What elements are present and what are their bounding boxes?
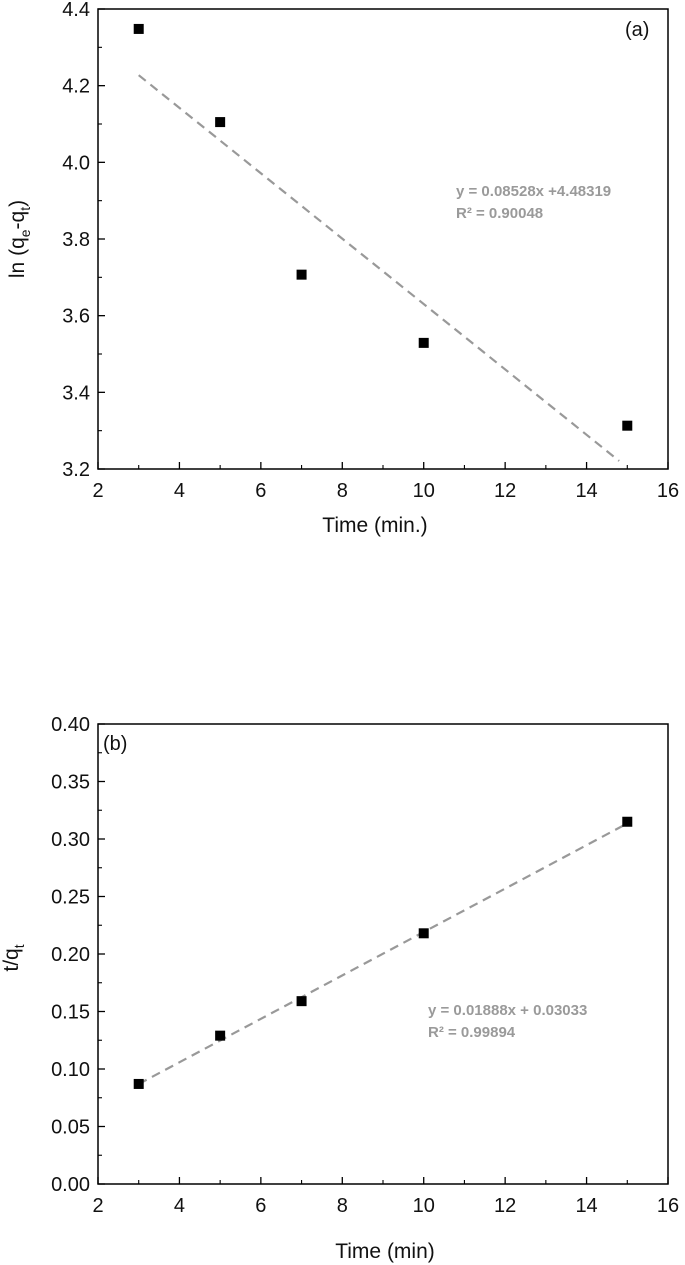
x-tick-label: 4 (174, 1195, 185, 1217)
data-points (133, 23, 633, 431)
chart-panel-b: 2 4 6 8 10 12 14 16 0.00 0.05 0.10 0.15 0.20 0.25 0.30… (0, 714, 679, 1263)
y-axis-title-base: t/q (0, 948, 23, 971)
fit-line-group (138, 74, 620, 462)
y-tick-label: 0.15 (51, 1002, 90, 1024)
data-point (133, 1078, 144, 1089)
y-axis-title-mid: -q (6, 211, 29, 230)
x-tick-label: 12 (494, 480, 516, 502)
x-tick-label: 10 (413, 480, 435, 502)
data-point (622, 420, 633, 431)
fit-equation: y = 0.01888x + 0.03033 (428, 1002, 587, 1019)
y-tick-label: 3.2 (62, 459, 90, 481)
y-axis-title: ln (qe-qt) (6, 200, 33, 278)
y-axis-title-base: ln (q (6, 237, 29, 278)
y-tick-label: 4.4 (62, 0, 90, 21)
data-point (622, 816, 633, 827)
plot-frame (97, 8, 669, 470)
x-tick-label: 6 (255, 480, 266, 502)
y-tick-label: 3.8 (62, 229, 90, 251)
data-point (296, 996, 307, 1007)
x-axis-title: Time (min.) (322, 514, 427, 537)
x-tick-label: 14 (575, 480, 597, 502)
y-axis-title-end: ) (6, 200, 29, 207)
y-tick-label: 0.40 (51, 714, 90, 736)
x-tick-label: 6 (255, 1195, 266, 1217)
fit-line-group (138, 822, 628, 1085)
y-tick-label: 0.35 (51, 772, 90, 794)
y-tick-label: 0.30 (51, 829, 90, 851)
axis-ticks: 2 4 6 8 10 12 14 16 3.2 3.4 3.6 3.8 4.0 4.2 4.4 (62, 0, 679, 502)
x-tick-label: 12 (494, 1195, 516, 1217)
x-tick-label: 10 (413, 1195, 435, 1217)
axis-ticks: 2 4 6 8 10 12 14 16 0.00 0.05 0.10 0.15 0.20 0.25 0.30… (51, 714, 679, 1217)
panel-label: (a) (625, 19, 649, 41)
x-tick-label: 2 (92, 1195, 103, 1217)
x-tick-label: 8 (337, 480, 348, 502)
x-tick-label: 16 (657, 1195, 679, 1217)
fit-equation: y = 0.08528x +4.48319 (456, 183, 611, 200)
chart-panel-a: 2 4 6 8 10 12 14 16 3.2 3.4 3.6 3.8 4.0 4.2 4.4 (a) y … (6, 0, 679, 537)
data-points (133, 816, 633, 1089)
y-tick-label: 0.25 (51, 887, 90, 909)
x-tick-label: 4 (174, 480, 185, 502)
data-point (418, 928, 429, 939)
y-axis-title-sub1: e (17, 229, 33, 237)
x-tick-label: 8 (337, 1195, 348, 1217)
panel-label: (b) (103, 733, 127, 755)
x-tick-label: 2 (92, 480, 103, 502)
y-tick-label: 0.00 (51, 1174, 90, 1196)
x-axis-title: Time (min) (335, 1240, 435, 1263)
fit-r-squared: R² = 0.90048 (456, 205, 543, 222)
y-tick-label: 3.4 (62, 382, 90, 404)
data-point (215, 1030, 226, 1041)
y-tick-label: 0.20 (51, 944, 90, 966)
fit-line (138, 822, 628, 1085)
y-tick-label: 4.2 (62, 76, 90, 98)
y-axis-title-sub1: t (11, 944, 27, 948)
y-tick-label: 0.10 (51, 1059, 90, 1081)
data-point (215, 117, 226, 128)
data-point (133, 23, 144, 34)
fit-line (138, 74, 620, 462)
data-point (418, 337, 429, 348)
y-tick-label: 4.0 (62, 152, 90, 174)
y-tick-label: 0.05 (51, 1117, 90, 1139)
data-point (296, 269, 307, 280)
y-axis-title-sub2: t (17, 207, 33, 211)
x-tick-label: 14 (575, 1195, 597, 1217)
y-tick-label: 3.6 (62, 306, 90, 328)
x-tick-label: 16 (657, 480, 679, 502)
y-axis-title: t/qt (0, 944, 27, 971)
fit-r-squared: R² = 0.99894 (428, 1024, 516, 1041)
